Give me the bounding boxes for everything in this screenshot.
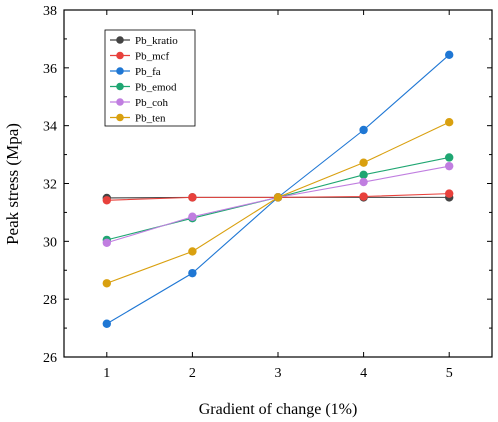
data-point <box>359 170 368 180</box>
y-tick-label: 26 <box>43 351 57 366</box>
y-tick-label: 32 <box>43 178 57 193</box>
x-tick-label: 5 <box>446 366 453 381</box>
data-point <box>102 238 112 247</box>
legend: Pb_kratio Pb_mcf Pb_fa Pb_emod Pb_coh Pb_ten <box>104 29 196 127</box>
data-point <box>445 161 454 171</box>
data-point <box>359 125 368 135</box>
legend-item: Pb_ten <box>110 113 166 125</box>
legend-item: Pb_emod <box>110 82 177 94</box>
series-line <box>106 165 450 244</box>
series-line <box>106 121 450 284</box>
legend-marker <box>116 36 124 44</box>
legend-label: Pb_mcf <box>135 51 170 63</box>
data-point <box>102 196 112 205</box>
legend-item: Pb_mcf <box>110 51 170 63</box>
legend-label: Pb_coh <box>135 97 169 109</box>
data-point <box>102 319 112 328</box>
data-point <box>273 193 283 202</box>
x-tick-label: 2 <box>189 366 196 381</box>
data-point <box>445 153 454 162</box>
data-point <box>359 158 368 167</box>
legend-marker <box>116 98 124 106</box>
data-point <box>188 268 197 278</box>
legend-marker <box>116 67 124 75</box>
legend-label: Pb_fa <box>135 66 161 78</box>
legend-label: Pb_kratio <box>135 35 178 47</box>
series-pb-coh <box>102 161 454 247</box>
data-point <box>445 117 454 127</box>
legend-item: Pb_coh <box>110 97 169 109</box>
y-tick-label: 38 <box>43 4 57 19</box>
data-point <box>102 279 112 288</box>
data-point <box>188 247 197 256</box>
legend-marker <box>116 113 124 122</box>
x-axis-title: Gradient of change (1%) <box>199 401 358 418</box>
series-pb-ten <box>102 117 454 288</box>
data-point <box>359 177 368 187</box>
y-tick-label: 28 <box>43 293 57 308</box>
y-tick-label: 30 <box>43 235 57 250</box>
legend-item: Pb_fa <box>110 66 161 78</box>
data-point <box>359 192 368 201</box>
y-tick-label: 34 <box>43 120 57 135</box>
x-tick-label: 4 <box>360 366 367 381</box>
x-tick-label: 3 <box>275 366 282 381</box>
legend-label: Pb_ten <box>135 113 166 125</box>
y-axis-title: Peak stress (Mpa) <box>3 123 22 245</box>
series-layer <box>102 50 454 328</box>
legend-box <box>104 29 196 127</box>
legend-item: Pb_kratio <box>110 35 178 47</box>
legend-label: Pb_emod <box>135 82 177 94</box>
data-point <box>445 50 454 60</box>
data-point <box>445 189 454 198</box>
data-point <box>188 212 197 221</box>
y-tick-label: 36 <box>43 62 57 77</box>
data-point <box>188 193 197 202</box>
x-tick-label: 1 <box>103 366 110 381</box>
legend-marker <box>116 51 124 60</box>
legend-marker <box>116 82 124 91</box>
